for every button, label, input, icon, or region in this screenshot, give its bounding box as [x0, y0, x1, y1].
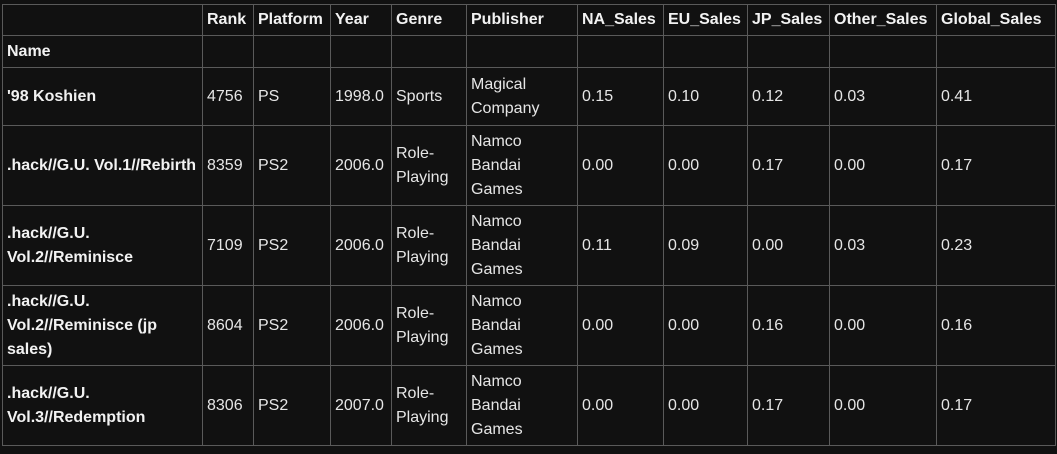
cell-genre: Role-Playing: [391, 125, 467, 206]
column-header-eu-sales: EU_Sales: [663, 4, 748, 36]
column-header-rank: Rank: [202, 4, 254, 36]
cell-na-sales: 0.15: [577, 67, 664, 126]
cell-publisher: Magical Company: [466, 67, 578, 126]
empty-header-cell: [936, 35, 1056, 68]
corner-cell: [2, 4, 203, 36]
cell-global-sales: 0.23: [936, 205, 1056, 286]
cell-year: 2006.0: [330, 125, 392, 206]
cell-genre: Role-Playing: [391, 205, 467, 286]
empty-header-cell: [253, 35, 331, 68]
empty-header-cell: [391, 35, 467, 68]
empty-header-cell: [330, 35, 392, 68]
dataframe-table: Rank Platform Year Genre Publisher NA_Sa…: [2, 4, 1056, 446]
cell-year: 2006.0: [330, 205, 392, 286]
cell-rank: 4756: [202, 67, 254, 126]
cell-rank: 8604: [202, 285, 254, 366]
cell-platform: PS2: [253, 285, 331, 366]
cell-jp-sales: 0.17: [747, 125, 830, 206]
table-row: .hack//G.U. Vol.2//Reminisce (jp sales) …: [2, 285, 1056, 366]
cell-year: 1998.0: [330, 67, 392, 126]
row-index-name: .hack//G.U. Vol.2//Reminisce (jp sales): [2, 285, 203, 366]
cell-rank: 7109: [202, 205, 254, 286]
cell-genre: Role-Playing: [391, 285, 467, 366]
column-header-na-sales: NA_Sales: [577, 4, 664, 36]
table-row: .hack//G.U. Vol.2//Reminisce 7109 PS2 20…: [2, 205, 1056, 286]
table-row: .hack//G.U. Vol.3//Redemption 8306 PS2 2…: [2, 365, 1056, 446]
cell-jp-sales: 0.17: [747, 365, 830, 446]
cell-platform: PS2: [253, 205, 331, 286]
cell-publisher: Namco Bandai Games: [466, 205, 578, 286]
cell-eu-sales: 0.00: [663, 285, 748, 366]
cell-other-sales: 0.03: [829, 67, 937, 126]
cell-na-sales: 0.00: [577, 285, 664, 366]
column-header-jp-sales: JP_Sales: [747, 4, 830, 36]
cell-jp-sales: 0.16: [747, 285, 830, 366]
cell-global-sales: 0.17: [936, 125, 1056, 206]
cell-year: 2007.0: [330, 365, 392, 446]
row-index-name: '98 Koshien: [2, 67, 203, 126]
index-name-row: Name: [2, 35, 1056, 68]
empty-header-cell: [747, 35, 830, 68]
cell-publisher: Namco Bandai Games: [466, 125, 578, 206]
header-row: Rank Platform Year Genre Publisher NA_Sa…: [2, 4, 1056, 36]
cell-platform: PS: [253, 67, 331, 126]
cell-publisher: Namco Bandai Games: [466, 365, 578, 446]
cell-other-sales: 0.00: [829, 365, 937, 446]
cell-global-sales: 0.16: [936, 285, 1056, 366]
column-header-global-sales: Global_Sales: [936, 4, 1056, 36]
cell-platform: PS2: [253, 365, 331, 446]
index-name-header: Name: [2, 35, 203, 68]
cell-jp-sales: 0.00: [747, 205, 830, 286]
cell-rank: 8359: [202, 125, 254, 206]
cell-platform: PS2: [253, 125, 331, 206]
cell-eu-sales: 0.00: [663, 125, 748, 206]
empty-header-cell: [663, 35, 748, 68]
empty-header-cell: [466, 35, 578, 68]
column-header-publisher: Publisher: [466, 4, 578, 36]
cell-year: 2006.0: [330, 285, 392, 366]
row-index-name: .hack//G.U. Vol.2//Reminisce: [2, 205, 203, 286]
empty-header-cell: [829, 35, 937, 68]
cell-eu-sales: 0.00: [663, 365, 748, 446]
cell-na-sales: 0.11: [577, 205, 664, 286]
empty-header-cell: [202, 35, 254, 68]
row-index-name: .hack//G.U. Vol.3//Redemption: [2, 365, 203, 446]
cell-na-sales: 0.00: [577, 125, 664, 206]
cell-global-sales: 0.17: [936, 365, 1056, 446]
table-row: .hack//G.U. Vol.1//Rebirth 8359 PS2 2006…: [2, 125, 1056, 206]
cell-jp-sales: 0.12: [747, 67, 830, 126]
cell-other-sales: 0.00: [829, 125, 937, 206]
column-header-year: Year: [330, 4, 392, 36]
column-header-other-sales: Other_Sales: [829, 4, 937, 36]
row-index-name: .hack//G.U. Vol.1//Rebirth: [2, 125, 203, 206]
cell-rank: 8306: [202, 365, 254, 446]
empty-header-cell: [577, 35, 664, 68]
cell-global-sales: 0.41: [936, 67, 1056, 126]
cell-eu-sales: 0.10: [663, 67, 748, 126]
table-row: '98 Koshien 4756 PS 1998.0 Sports Magica…: [2, 67, 1056, 126]
column-header-genre: Genre: [391, 4, 467, 36]
cell-genre: Role-Playing: [391, 365, 467, 446]
column-header-platform: Platform: [253, 4, 331, 36]
cell-genre: Sports: [391, 67, 467, 126]
cell-na-sales: 0.00: [577, 365, 664, 446]
cell-eu-sales: 0.09: [663, 205, 748, 286]
cell-other-sales: 0.00: [829, 285, 937, 366]
cell-publisher: Namco Bandai Games: [466, 285, 578, 366]
cell-other-sales: 0.03: [829, 205, 937, 286]
